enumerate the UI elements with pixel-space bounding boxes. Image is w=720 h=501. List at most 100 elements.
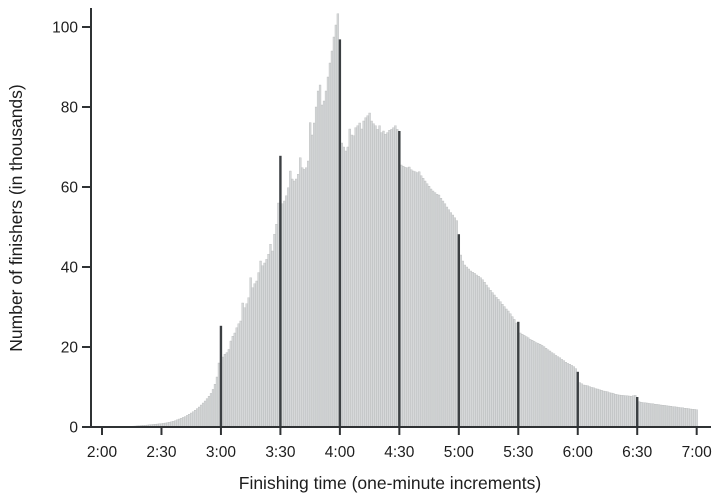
x-tick-label: 6:30 [622, 444, 653, 461]
minute-bar [570, 365, 573, 428]
minute-bar [267, 254, 270, 428]
minute-bar [642, 402, 645, 428]
y-tick-label: 20 [61, 340, 79, 357]
minute-bar [237, 323, 240, 428]
minute-bar [453, 217, 456, 428]
minute-bar [330, 50, 334, 428]
minute-bar [332, 36, 336, 428]
minute-bar [673, 406, 677, 428]
minute-bar [675, 406, 678, 428]
minute-bar [265, 259, 268, 428]
minute-bar [558, 357, 562, 428]
minute-bar [527, 337, 530, 428]
minute-bar [689, 408, 692, 428]
minute-bar [324, 90, 328, 428]
y-axis-title: Number of finishers (in thousands) [6, 84, 26, 351]
minute-bar [628, 395, 631, 428]
minute-bar [249, 277, 252, 428]
x-tick-label: 2:00 [87, 444, 118, 461]
minute-bar [346, 146, 349, 428]
minute-bar [211, 389, 215, 428]
minute-bar [425, 183, 429, 428]
round-time-spike-bar [219, 325, 223, 427]
minute-bar [536, 343, 540, 428]
minute-bar [620, 395, 623, 428]
minute-bar [420, 175, 423, 428]
minute-bar [455, 220, 458, 428]
minute-bar [501, 304, 504, 428]
minute-bar [384, 134, 387, 428]
minute-bar [414, 171, 417, 428]
minute-bar [606, 391, 609, 428]
minute-bar [671, 406, 675, 428]
minute-bar [247, 297, 250, 428]
minute-bar [483, 282, 486, 428]
minute-bar [366, 115, 369, 428]
minute-bar [651, 403, 655, 428]
minute-bar [293, 180, 296, 428]
minute-bar [253, 283, 256, 428]
minute-bar [586, 385, 589, 428]
minute-bar [467, 268, 470, 428]
minute-bar [538, 344, 542, 428]
minute-bar [295, 178, 298, 428]
minute-bar [199, 404, 203, 428]
minute-bar [422, 178, 425, 428]
minute-bar [275, 224, 278, 428]
minute-bar [241, 302, 244, 428]
minute-bar [665, 405, 669, 428]
minute-bar [418, 171, 421, 428]
minute-bar [243, 307, 246, 428]
x-tick-label: 4:30 [384, 444, 415, 461]
minute-bar [368, 112, 371, 428]
minute-bar [491, 292, 494, 428]
minute-bar [471, 272, 474, 428]
minute-bar [207, 396, 211, 428]
minute-bar [663, 405, 667, 428]
round-time-spike-bar [398, 131, 401, 427]
minute-bar [542, 346, 546, 428]
minute-bar [534, 342, 538, 428]
minute-bar [257, 272, 260, 428]
minute-bar [350, 134, 353, 428]
minute-bar [192, 411, 195, 428]
minute-bar [661, 405, 665, 428]
round-time-spike-bar [338, 39, 342, 428]
y-axis-ticks-group [82, 26, 91, 428]
minute-bar [489, 290, 492, 428]
minute-bar [447, 209, 451, 428]
minute-bar [691, 409, 694, 428]
minute-bar [382, 130, 385, 428]
minute-bar [376, 129, 379, 428]
minute-bar [473, 273, 476, 428]
minute-bar [649, 403, 653, 428]
minute-bar [469, 270, 472, 428]
y-tick-label: 100 [52, 20, 78, 37]
minute-bar [503, 306, 506, 428]
minute-bar [659, 404, 663, 428]
minute-bar [657, 404, 661, 428]
minute-bar [667, 405, 671, 428]
y-tick-label: 0 [69, 420, 78, 437]
minute-bar [477, 276, 480, 428]
minute-bar [485, 284, 488, 428]
y-tick-label: 60 [61, 180, 79, 197]
minute-bar [584, 385, 587, 428]
minute-bar [533, 341, 536, 428]
minute-bar [525, 336, 528, 428]
minute-bar [655, 404, 659, 428]
minute-bar [201, 402, 205, 428]
minute-bar [273, 234, 276, 428]
minute-bar [312, 122, 316, 428]
minute-bar [277, 202, 280, 428]
minute-bar [223, 354, 227, 428]
minute-bar [568, 364, 571, 428]
minute-bar [546, 349, 550, 428]
minute-bar [406, 167, 409, 428]
minute-bar [261, 265, 264, 428]
minute-bar [186, 415, 189, 428]
minute-bar [410, 169, 413, 428]
minute-bar [441, 200, 445, 428]
minute-bar [515, 322, 518, 428]
